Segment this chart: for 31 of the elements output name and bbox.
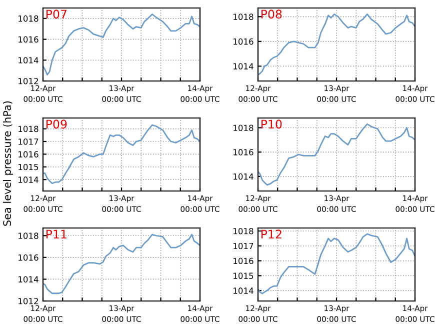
y-tick-label: 1014 (234, 63, 254, 70)
chart-title: P11 (46, 230, 66, 238)
y-tick-label: 1015 (18, 164, 38, 170)
y-tick-label: 1018 (234, 124, 254, 132)
y-tick-label: 1016 (234, 149, 254, 156)
y-tick-label: 1016 (18, 36, 38, 43)
y-tick-label: 1014 (18, 57, 38, 64)
y-tick-label: 1016 (234, 38, 254, 45)
y-tick-label: 1012 (18, 78, 38, 84)
y-tick-label: 1016 (18, 254, 38, 261)
y-tick-label: 1016 (234, 258, 254, 264)
y-tick-label: 1017 (234, 242, 254, 250)
y-tick-label: 1014 (234, 288, 254, 294)
y-tick-label: 1018 (234, 14, 254, 20)
y-tick-label: 1018 (18, 15, 38, 22)
y-tick-label: 1018 (234, 228, 254, 234)
y-tick-label: 1014 (18, 176, 38, 183)
chart-title: P09 (46, 120, 67, 129)
y-tick-label: 1015 (234, 272, 254, 279)
y-tick-label: 1016 (18, 151, 38, 158)
chart-title: P08 (262, 10, 282, 19)
y-tick-label: 1018 (18, 232, 38, 239)
y-tick-label: 1017 (18, 138, 38, 145)
y-axis-title: Sea level pressure (hPa) (2, 101, 14, 226)
y-tick-label: 1018 (18, 126, 38, 132)
y-tick-label: 1014 (234, 173, 254, 180)
chart-title: P07 (46, 10, 66, 19)
y-tick-label: 1014 (18, 276, 38, 282)
chart-title: P10 (262, 120, 282, 129)
chart-title: P12 (262, 230, 282, 238)
y-tick-label: 1012 (18, 298, 38, 304)
